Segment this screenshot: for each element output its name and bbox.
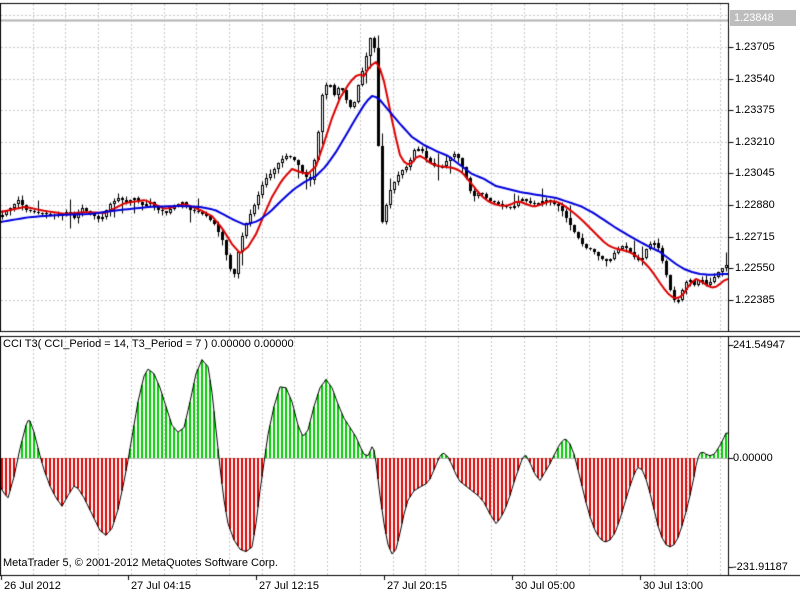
indicator-tick-label: 0.00000: [733, 452, 773, 464]
time-tick-label: 27 Jul 20:15: [387, 580, 447, 592]
current-price-value: 1.23848: [734, 12, 774, 24]
indicator-tick-label: 241.54947: [733, 339, 785, 351]
price-tick-label: 1.23045: [735, 167, 775, 179]
price-tick-label: 1.23705: [735, 41, 775, 53]
current-price-badge: 1.23848: [730, 10, 796, 26]
indicator-tick-label: -231.91187: [733, 561, 788, 573]
time-tick-label: 30 Jul 05:00: [515, 580, 575, 592]
time-tick-label: 27 Jul 04:15: [131, 580, 191, 592]
price-tick-label: 1.22550: [735, 262, 775, 274]
time-tick-label: 27 Jul 12:15: [259, 580, 319, 592]
price-tick-label: 1.22385: [735, 294, 775, 306]
price-tick-label: 1.23540: [735, 73, 775, 85]
time-tick-label: 30 Jul 13:00: [643, 580, 703, 592]
copyright-label: MetaTrader 5, © 2001-2012 MetaQuotes Sof…: [3, 557, 278, 569]
indicator-title-label: CCI T3( CCI_Period = 14, T3_Period = 7 )…: [3, 338, 294, 350]
price-tick-label: 1.23210: [735, 136, 775, 148]
time-tick-label: 26 Jul 2012: [4, 580, 61, 592]
price-tick-label: 1.23375: [735, 104, 775, 116]
price-tick-label: 1.22715: [735, 231, 775, 243]
price-tick-label: 1.22880: [735, 199, 775, 211]
